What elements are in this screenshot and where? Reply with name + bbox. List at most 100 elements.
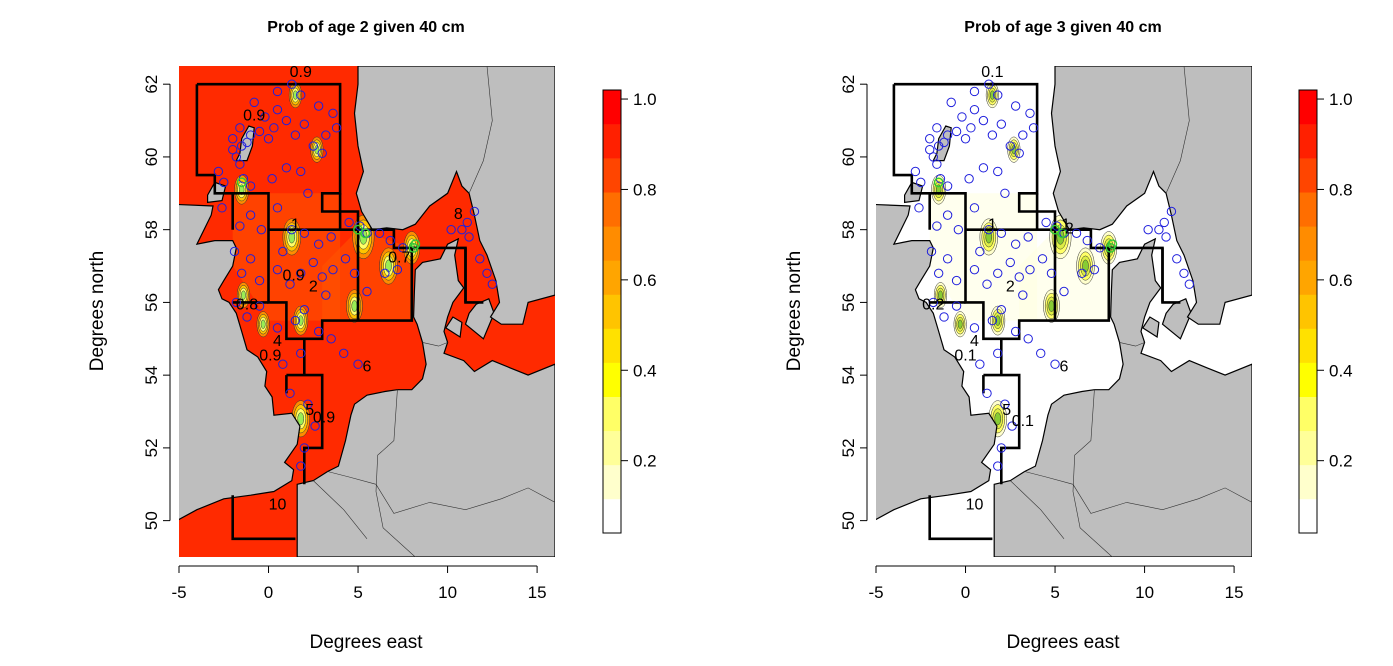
survey-station (926, 246, 937, 257)
survey-station (272, 203, 283, 213)
contour-label: 0.2 (922, 297, 944, 314)
survey-station (446, 224, 456, 235)
survey-station (219, 177, 229, 188)
colorbar-segment (1299, 362, 1317, 397)
survey-station (272, 323, 283, 333)
colorbar-segment (1299, 294, 1317, 329)
survey-station (951, 126, 962, 137)
survey-station (254, 126, 265, 137)
survey-station (978, 163, 989, 173)
survey-station (984, 79, 994, 89)
contour-ring (990, 90, 995, 100)
survey-station (245, 254, 256, 264)
country-border (1024, 471, 1252, 514)
x-tick-label: 0 (264, 583, 273, 602)
survey-station (285, 388, 295, 399)
survey-station (1010, 239, 1021, 249)
contour-ring (1048, 300, 1055, 312)
survey-station (993, 348, 1003, 359)
contour-ring (241, 290, 246, 300)
land-polygon (444, 316, 463, 339)
survey-station (1010, 326, 1021, 337)
survey-station (385, 235, 395, 246)
survey-station (1005, 141, 1015, 151)
survey-station (987, 130, 998, 140)
contour-label: 0.8 (236, 297, 258, 314)
survey-station (932, 159, 942, 169)
survey-station (299, 228, 310, 239)
land-polygon (179, 203, 301, 521)
area-boundary (892, 84, 931, 230)
contour-ring (293, 90, 298, 100)
survey-station (1041, 217, 1051, 228)
probability-region (929, 193, 1038, 321)
survey-station (475, 254, 485, 264)
survey-station (1143, 224, 1153, 235)
survey-station (951, 275, 962, 286)
contour-ring (297, 412, 305, 426)
survey-station (464, 232, 474, 242)
colorbar-segment (603, 464, 621, 500)
colorbar-tick-label: 0.8 (633, 180, 657, 199)
contour-ring (957, 319, 963, 329)
survey-station (951, 301, 962, 311)
area-label: 1 (291, 217, 300, 234)
colorbar-tick-label: 0.2 (1329, 452, 1353, 471)
survey-station (1036, 348, 1046, 359)
land-polygon (993, 237, 1252, 557)
y-tick-label: 50 (142, 511, 161, 530)
contour-ring (938, 290, 943, 300)
contour-label: 8 (454, 206, 463, 223)
survey-station (380, 268, 390, 279)
survey-station (217, 203, 227, 213)
y-tick-label: 52 (142, 438, 161, 457)
survey-station (317, 148, 327, 158)
survey-station (1025, 108, 1035, 118)
area-label: 2 (309, 278, 318, 295)
survey-station (256, 224, 267, 235)
colorbar-segment (603, 498, 621, 534)
survey-station (245, 130, 256, 140)
land-polygon (1141, 316, 1160, 339)
survey-station (296, 166, 306, 177)
country-border (468, 66, 493, 194)
y-tick-label: 62 (839, 75, 858, 94)
survey-station (249, 97, 259, 108)
survey-station (1023, 334, 1033, 344)
contour-label: 0.9 (243, 108, 265, 125)
survey-station (235, 123, 245, 133)
survey-station (344, 217, 354, 228)
survey-station (1025, 264, 1035, 275)
contour-label: 0.1 (981, 64, 1003, 81)
area-boundary (983, 373, 1021, 485)
survey-station (267, 174, 277, 184)
area-label: 10 (966, 497, 984, 514)
survey-station (946, 97, 956, 108)
survey-station (1023, 232, 1033, 242)
y-axis-label: Degrees north (784, 251, 805, 371)
country-border (1072, 389, 1113, 557)
survey-station (278, 359, 288, 369)
survey-station (242, 312, 252, 322)
colorbar-segment (1299, 498, 1317, 534)
area-boundary (196, 82, 484, 304)
survey-station (299, 119, 310, 129)
area-label: 6 (363, 359, 372, 376)
survey-station (969, 104, 980, 115)
survey-station (228, 134, 238, 144)
survey-station (296, 90, 306, 100)
survey-station (1184, 279, 1195, 289)
survey-station (340, 254, 351, 264)
panel-age3: Prob of age 3 given 40 cm 12456100.10.20… (784, 19, 1353, 653)
survey-station (982, 388, 992, 399)
colorbar-tick-label: 0.8 (1329, 180, 1353, 199)
contour-ring (995, 315, 1001, 326)
survey-station (1077, 268, 1087, 279)
land-polygon (464, 297, 495, 340)
country-border (313, 480, 368, 539)
survey-station (993, 166, 1003, 177)
y-tick-label: 62 (142, 75, 161, 94)
survey-station (1059, 286, 1069, 297)
